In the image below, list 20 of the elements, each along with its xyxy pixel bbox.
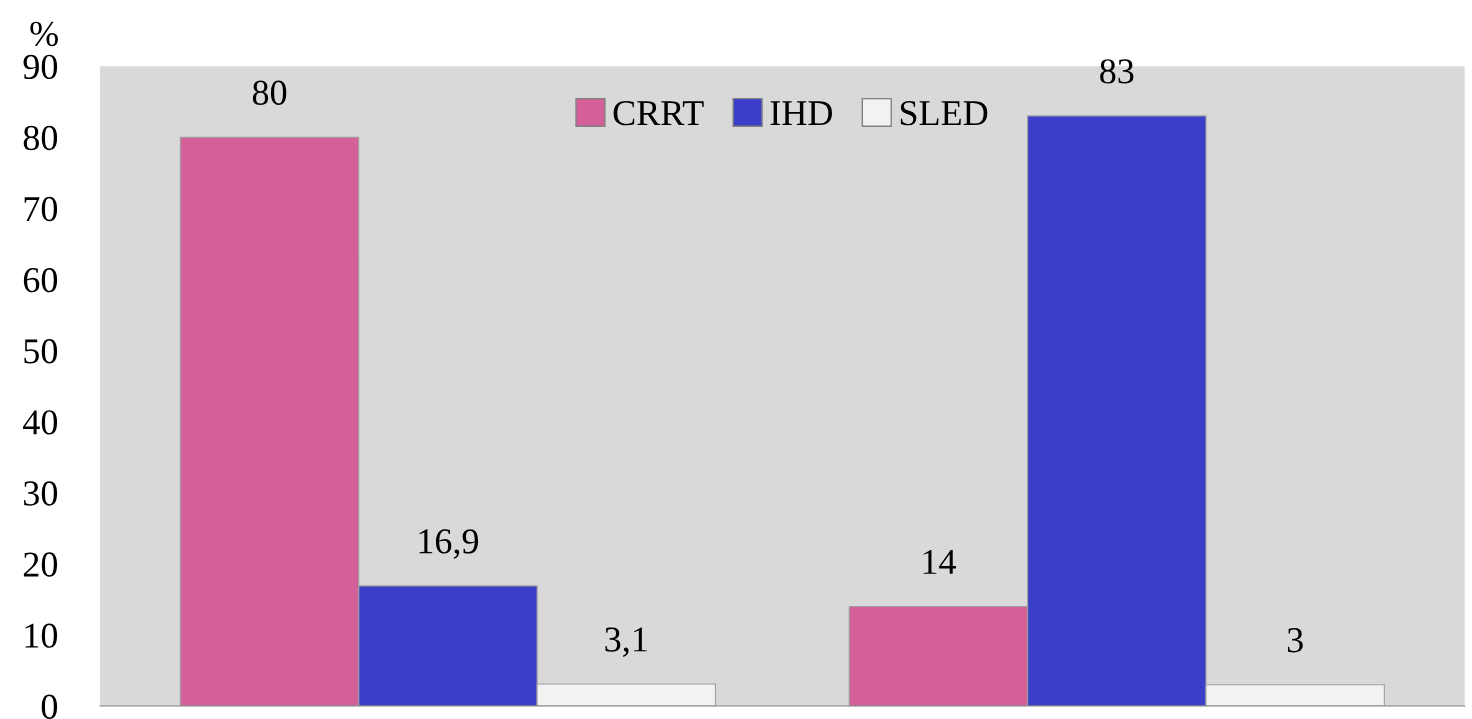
data-label: 80 bbox=[252, 80, 287, 105]
legend-label: CRRT bbox=[613, 101, 704, 126]
y-tick-label: 20 bbox=[23, 552, 58, 577]
y-tick-label: 0 bbox=[41, 694, 58, 719]
y-tick-label: 70 bbox=[24, 196, 58, 222]
data-label: 16,9 bbox=[419, 529, 479, 559]
data-label: 83 bbox=[1100, 59, 1134, 84]
legend-label: IHD bbox=[770, 101, 833, 126]
y-axis-title: % bbox=[30, 21, 58, 47]
y-tick-label: 50 bbox=[24, 339, 58, 364]
y-tick-label: 10 bbox=[25, 623, 58, 648]
data-label: 3 bbox=[1287, 628, 1303, 653]
y-tick-label: 60 bbox=[23, 267, 58, 293]
y-tick-label: 40 bbox=[23, 410, 58, 435]
data-label: 3,1 bbox=[605, 627, 647, 657]
y-tick-label: 90 bbox=[23, 54, 58, 80]
y-tick-label: 80 bbox=[23, 125, 58, 151]
legend-label: SLED bbox=[900, 101, 988, 126]
data-label: 14 bbox=[923, 549, 956, 574]
y-tick-label: 30 bbox=[24, 481, 58, 506]
